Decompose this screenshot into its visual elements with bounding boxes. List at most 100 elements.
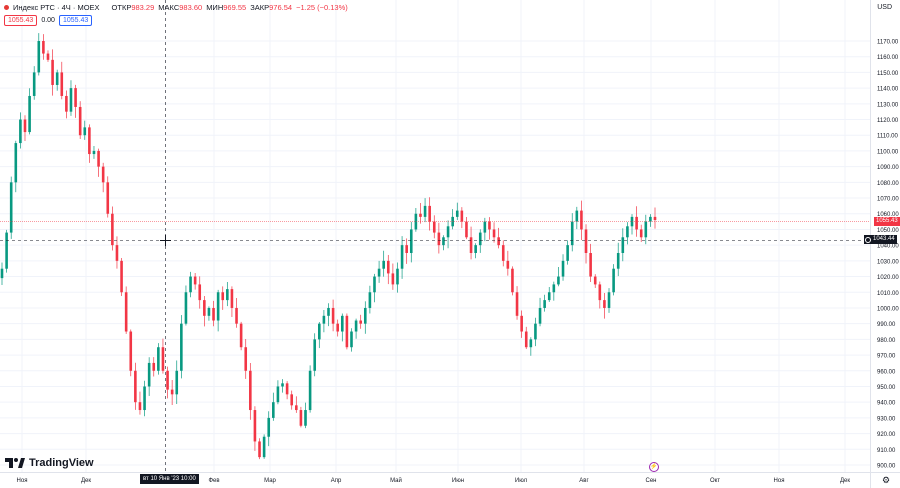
price-axis: 900.00 910.00 920.00 930.00 940.00 950.00 960.… bbox=[877, 40, 899, 470]
candle-body bbox=[180, 323, 183, 371]
candle-body bbox=[226, 289, 229, 301]
y-tick-label: 1010.00 bbox=[877, 291, 899, 297]
y-tick-label: 1120.00 bbox=[877, 118, 899, 124]
candle-body bbox=[575, 210, 579, 222]
candle-body bbox=[216, 292, 220, 321]
y-tick-label: 910.00 bbox=[877, 448, 896, 454]
candle-body bbox=[331, 307, 335, 324]
candle-body bbox=[157, 347, 160, 371]
y-tick-label: 1100.00 bbox=[877, 149, 899, 155]
gear-icon[interactable]: ⚙ bbox=[881, 475, 891, 485]
candle-body bbox=[184, 292, 188, 324]
low-label: МИН bbox=[206, 3, 224, 12]
y-tick-label: 900.00 bbox=[877, 464, 896, 470]
y-tick-label: 1110.00 bbox=[877, 134, 898, 140]
candle-body bbox=[32, 72, 36, 96]
y-tick-label: 1170.00 bbox=[877, 40, 899, 46]
candle-body bbox=[455, 210, 459, 217]
x-tick-label: Июн bbox=[452, 478, 464, 484]
candle-body bbox=[221, 292, 225, 301]
y-tick-label: 1140.00 bbox=[877, 87, 899, 93]
y-tick-label: 940.00 bbox=[877, 401, 896, 407]
candle-body bbox=[51, 59, 54, 85]
candle-body bbox=[230, 289, 234, 308]
candle-body bbox=[515, 292, 519, 316]
buy-price-box[interactable]: 1055.43 bbox=[58, 15, 93, 26]
candle-body bbox=[106, 182, 110, 214]
y-tick-label: 920.00 bbox=[877, 432, 896, 438]
candle-body bbox=[497, 237, 500, 246]
candle-body bbox=[134, 370, 137, 403]
candle-body bbox=[235, 307, 238, 324]
high-label: МАКС bbox=[158, 3, 180, 12]
y-tick-label: 1160.00 bbox=[877, 55, 899, 61]
candle-body bbox=[580, 210, 583, 230]
time-axis: Ноя Дек Фев Мар Апр Май Июн Июл Авг Сен Окт Ноя Дек bbox=[17, 477, 851, 484]
candle-body bbox=[488, 221, 491, 230]
candle-body bbox=[23, 119, 27, 133]
candle-body bbox=[414, 213, 418, 230]
sell-price-box[interactable]: 1055.43 bbox=[4, 15, 38, 26]
candle-body bbox=[212, 307, 215, 321]
lightning-icon[interactable]: ⚡ bbox=[649, 462, 659, 472]
plus-circle-icon[interactable] bbox=[865, 236, 871, 243]
candle-body bbox=[552, 284, 556, 293]
crosshair-date-label: вт 10 Янв '23 10:00 bbox=[140, 474, 199, 484]
candle-body bbox=[363, 307, 367, 324]
candle-body bbox=[396, 268, 399, 285]
candle-body bbox=[543, 300, 546, 308]
candle-body bbox=[0, 268, 4, 279]
candle-body bbox=[124, 292, 128, 332]
candle-body bbox=[607, 292, 611, 308]
candle-body bbox=[74, 88, 77, 107]
currency-label[interactable]: USD bbox=[877, 4, 892, 11]
chart-grid bbox=[0, 0, 870, 472]
candle-body bbox=[120, 260, 123, 293]
tradingview-logo[interactable]: TradingView bbox=[5, 457, 94, 469]
candle-body bbox=[69, 88, 73, 112]
close-label: ЗАКР bbox=[250, 3, 270, 12]
y-tick-label: 1000.00 bbox=[877, 306, 899, 312]
candle-body bbox=[635, 216, 638, 230]
candle-body bbox=[598, 284, 602, 301]
y-tick-label: 1020.00 bbox=[877, 275, 899, 281]
candle-body bbox=[547, 292, 551, 301]
candle-body bbox=[474, 245, 477, 253]
candle-body bbox=[166, 370, 169, 390]
candle-body bbox=[78, 106, 82, 136]
candle-body bbox=[419, 213, 422, 217]
candle-body bbox=[239, 323, 243, 348]
spread-value: 0.00 bbox=[41, 17, 55, 24]
close-value: 976.54 bbox=[269, 3, 293, 12]
candle-body bbox=[373, 276, 376, 293]
candle-body bbox=[529, 339, 533, 348]
candle-body bbox=[616, 253, 620, 269]
x-tick-label: Окт bbox=[710, 478, 720, 484]
symbol-title[interactable]: Индекс РТС · 4Ч · MOEX bbox=[13, 3, 100, 12]
y-tick-label: 1070.00 bbox=[877, 197, 899, 203]
y-tick-label: 1090.00 bbox=[877, 165, 899, 171]
crosshair-icon bbox=[160, 235, 171, 246]
candle-body bbox=[534, 323, 537, 340]
logo-text: TradingView bbox=[29, 457, 94, 469]
candle-body bbox=[37, 41, 41, 73]
candle-body bbox=[437, 232, 441, 246]
y-tick-label: 1030.00 bbox=[877, 259, 899, 265]
candle-body bbox=[478, 232, 482, 246]
y-tick-label: 1050.00 bbox=[877, 228, 899, 234]
open-value: 983.29 bbox=[131, 3, 155, 12]
candle-body bbox=[262, 436, 266, 458]
price-boxes: 1055.43 0.00 1055.43 bbox=[4, 15, 93, 26]
candle-body bbox=[175, 370, 179, 395]
x-tick-label: Июл bbox=[515, 478, 528, 484]
symbol-flag-icon bbox=[4, 5, 9, 10]
candle-body bbox=[83, 127, 87, 136]
candle-body bbox=[60, 72, 64, 96]
chart-legend: Индекс РТС · 4Ч · MOEX ОТКР 983.29 МАКС 98… bbox=[4, 3, 348, 12]
candle-body bbox=[612, 268, 615, 293]
candle-body bbox=[653, 216, 657, 221]
candle-body bbox=[313, 339, 317, 371]
candle-body bbox=[368, 292, 372, 308]
candle-body bbox=[506, 260, 510, 269]
